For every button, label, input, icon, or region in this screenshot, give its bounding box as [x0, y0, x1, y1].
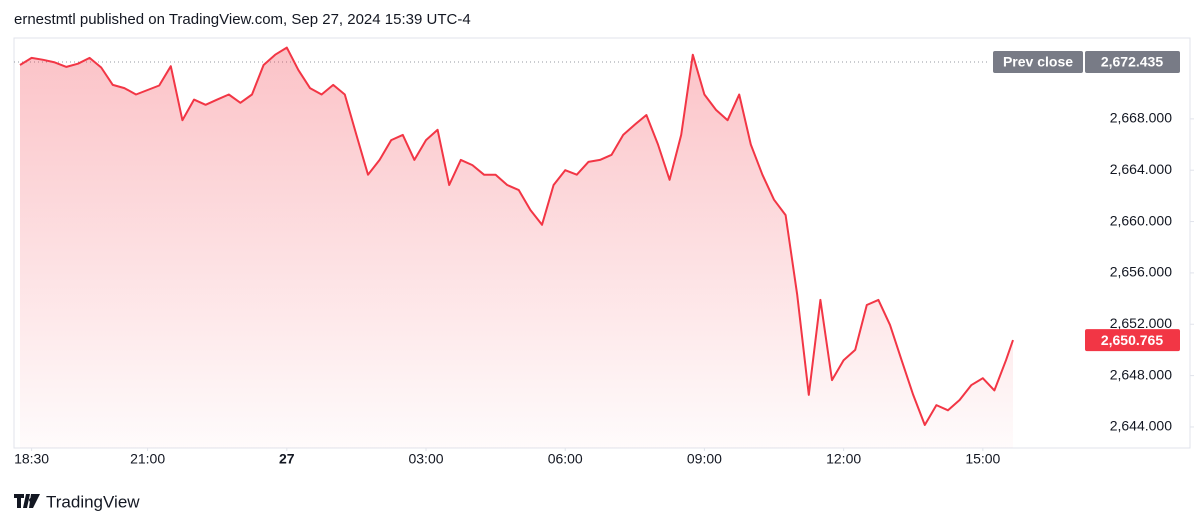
prev-close-value-box [1085, 50, 1180, 73]
y-tick-label: 2,644.000 [1110, 418, 1172, 434]
x-tick-label: 03:00 [408, 451, 443, 467]
last-price-label: 2,650.765 [1101, 332, 1163, 348]
area-fill [20, 47, 1013, 448]
brand-name: TradingView [46, 492, 140, 511]
y-tick-label: 2,648.000 [1110, 366, 1172, 382]
prev-close-name-box [993, 50, 1083, 73]
y-tick-label: 2,664.000 [1110, 161, 1172, 177]
x-tick-label: 21:00 [130, 451, 165, 467]
y-tick-label: 2,660.000 [1110, 212, 1172, 228]
x-tick-label: 06:00 [548, 451, 583, 467]
price-line [19, 46, 1014, 426]
x-tick-label: 12:00 [826, 451, 861, 467]
tradingview-logo [14, 494, 40, 508]
x-tick-label: 09:00 [687, 451, 722, 467]
x-tick-label: 18:30 [14, 451, 49, 467]
x-tick-label: 15:00 [965, 451, 1000, 467]
last-price-box [1085, 329, 1180, 352]
y-tick-label: 2,652.000 [1110, 315, 1172, 331]
prev-close-value: 2,672.435 [1101, 54, 1163, 70]
publisher-header: ernestmtl published on TradingView.com, … [14, 11, 471, 28]
x-tick-label: 27 [279, 451, 295, 467]
prev-close-name: Prev close [1003, 54, 1073, 70]
y-tick-label: 2,668.000 [1110, 110, 1172, 126]
y-tick-label: 2,656.000 [1110, 264, 1172, 280]
